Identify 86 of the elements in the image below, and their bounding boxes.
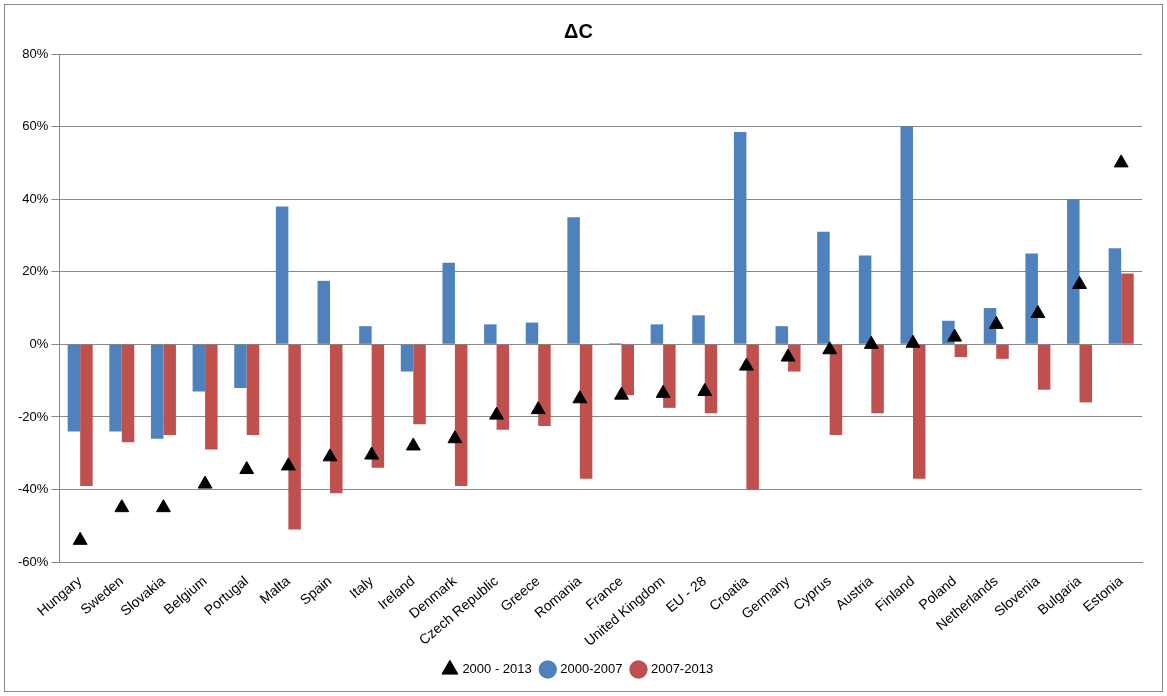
bar (496, 344, 510, 430)
bar (871, 344, 884, 414)
bar (1079, 344, 1093, 403)
point (114, 499, 130, 513)
point (822, 341, 838, 355)
bar (454, 344, 468, 486)
bar (246, 344, 260, 436)
point (614, 386, 629, 400)
point (280, 457, 296, 471)
bar (829, 344, 843, 436)
y-tick-label: -20% (17, 408, 49, 424)
bar (1108, 248, 1122, 344)
bar (1025, 253, 1038, 344)
bar (1037, 344, 1051, 390)
bar (80, 344, 93, 486)
bar (413, 344, 426, 425)
point (322, 448, 338, 462)
bar (775, 326, 789, 344)
bar (746, 344, 759, 490)
bar (912, 344, 926, 479)
bar (733, 132, 747, 344)
bar (900, 126, 913, 344)
bar (371, 344, 385, 468)
y-tick-label: 0% (29, 335, 49, 351)
point (1113, 154, 1129, 168)
point (156, 499, 171, 513)
bar (150, 344, 164, 439)
point (197, 475, 213, 489)
bar (954, 344, 968, 358)
point (72, 531, 88, 545)
point (655, 384, 671, 398)
point (1030, 304, 1046, 318)
bar (163, 344, 176, 436)
point (780, 348, 796, 362)
bar (663, 344, 676, 408)
point (447, 430, 463, 444)
bar (400, 344, 414, 372)
bar (205, 344, 218, 450)
y-tick-label: 60% (22, 118, 49, 134)
point (863, 335, 879, 349)
bar (692, 315, 705, 344)
bar (621, 344, 634, 396)
x-tick-label: Italy (346, 572, 377, 602)
point (1072, 275, 1087, 289)
bar (288, 344, 301, 530)
y-tick-label: -60% (17, 553, 49, 569)
point (489, 406, 504, 420)
bar (359, 326, 372, 344)
bar (484, 324, 497, 344)
point (947, 328, 963, 342)
legend-label: 2000 - 2013 (462, 661, 532, 677)
point (364, 446, 380, 460)
bar (817, 231, 830, 344)
y-tick-label: 80% (22, 45, 49, 61)
legend-label: 2007-2013 (650, 661, 714, 677)
bar (996, 344, 1009, 359)
legend-label: 2000-2007 (560, 661, 623, 677)
bar (650, 324, 664, 344)
point (530, 401, 546, 415)
bar (109, 344, 122, 432)
point (905, 334, 921, 348)
bar (579, 344, 593, 479)
bar (538, 344, 551, 426)
point (697, 383, 713, 397)
bar (192, 344, 206, 392)
bar (234, 344, 247, 388)
bar (330, 344, 343, 494)
bar (1121, 273, 1134, 344)
bar (442, 262, 455, 344)
bar (858, 255, 872, 344)
y-tick-label: 40% (22, 190, 49, 206)
bar (567, 217, 580, 344)
point (572, 390, 588, 404)
y-tick-label: -40% (17, 481, 49, 497)
bar (317, 280, 331, 344)
point (738, 357, 754, 371)
point (405, 437, 421, 451)
bar (275, 206, 289, 344)
bar (525, 322, 539, 344)
chart-title: ΔC (564, 19, 593, 42)
y-tick-label: 20% (22, 263, 49, 279)
bar (1067, 199, 1080, 344)
point (988, 315, 1004, 329)
bar (67, 344, 81, 432)
bar (121, 344, 135, 443)
point (239, 461, 255, 475)
